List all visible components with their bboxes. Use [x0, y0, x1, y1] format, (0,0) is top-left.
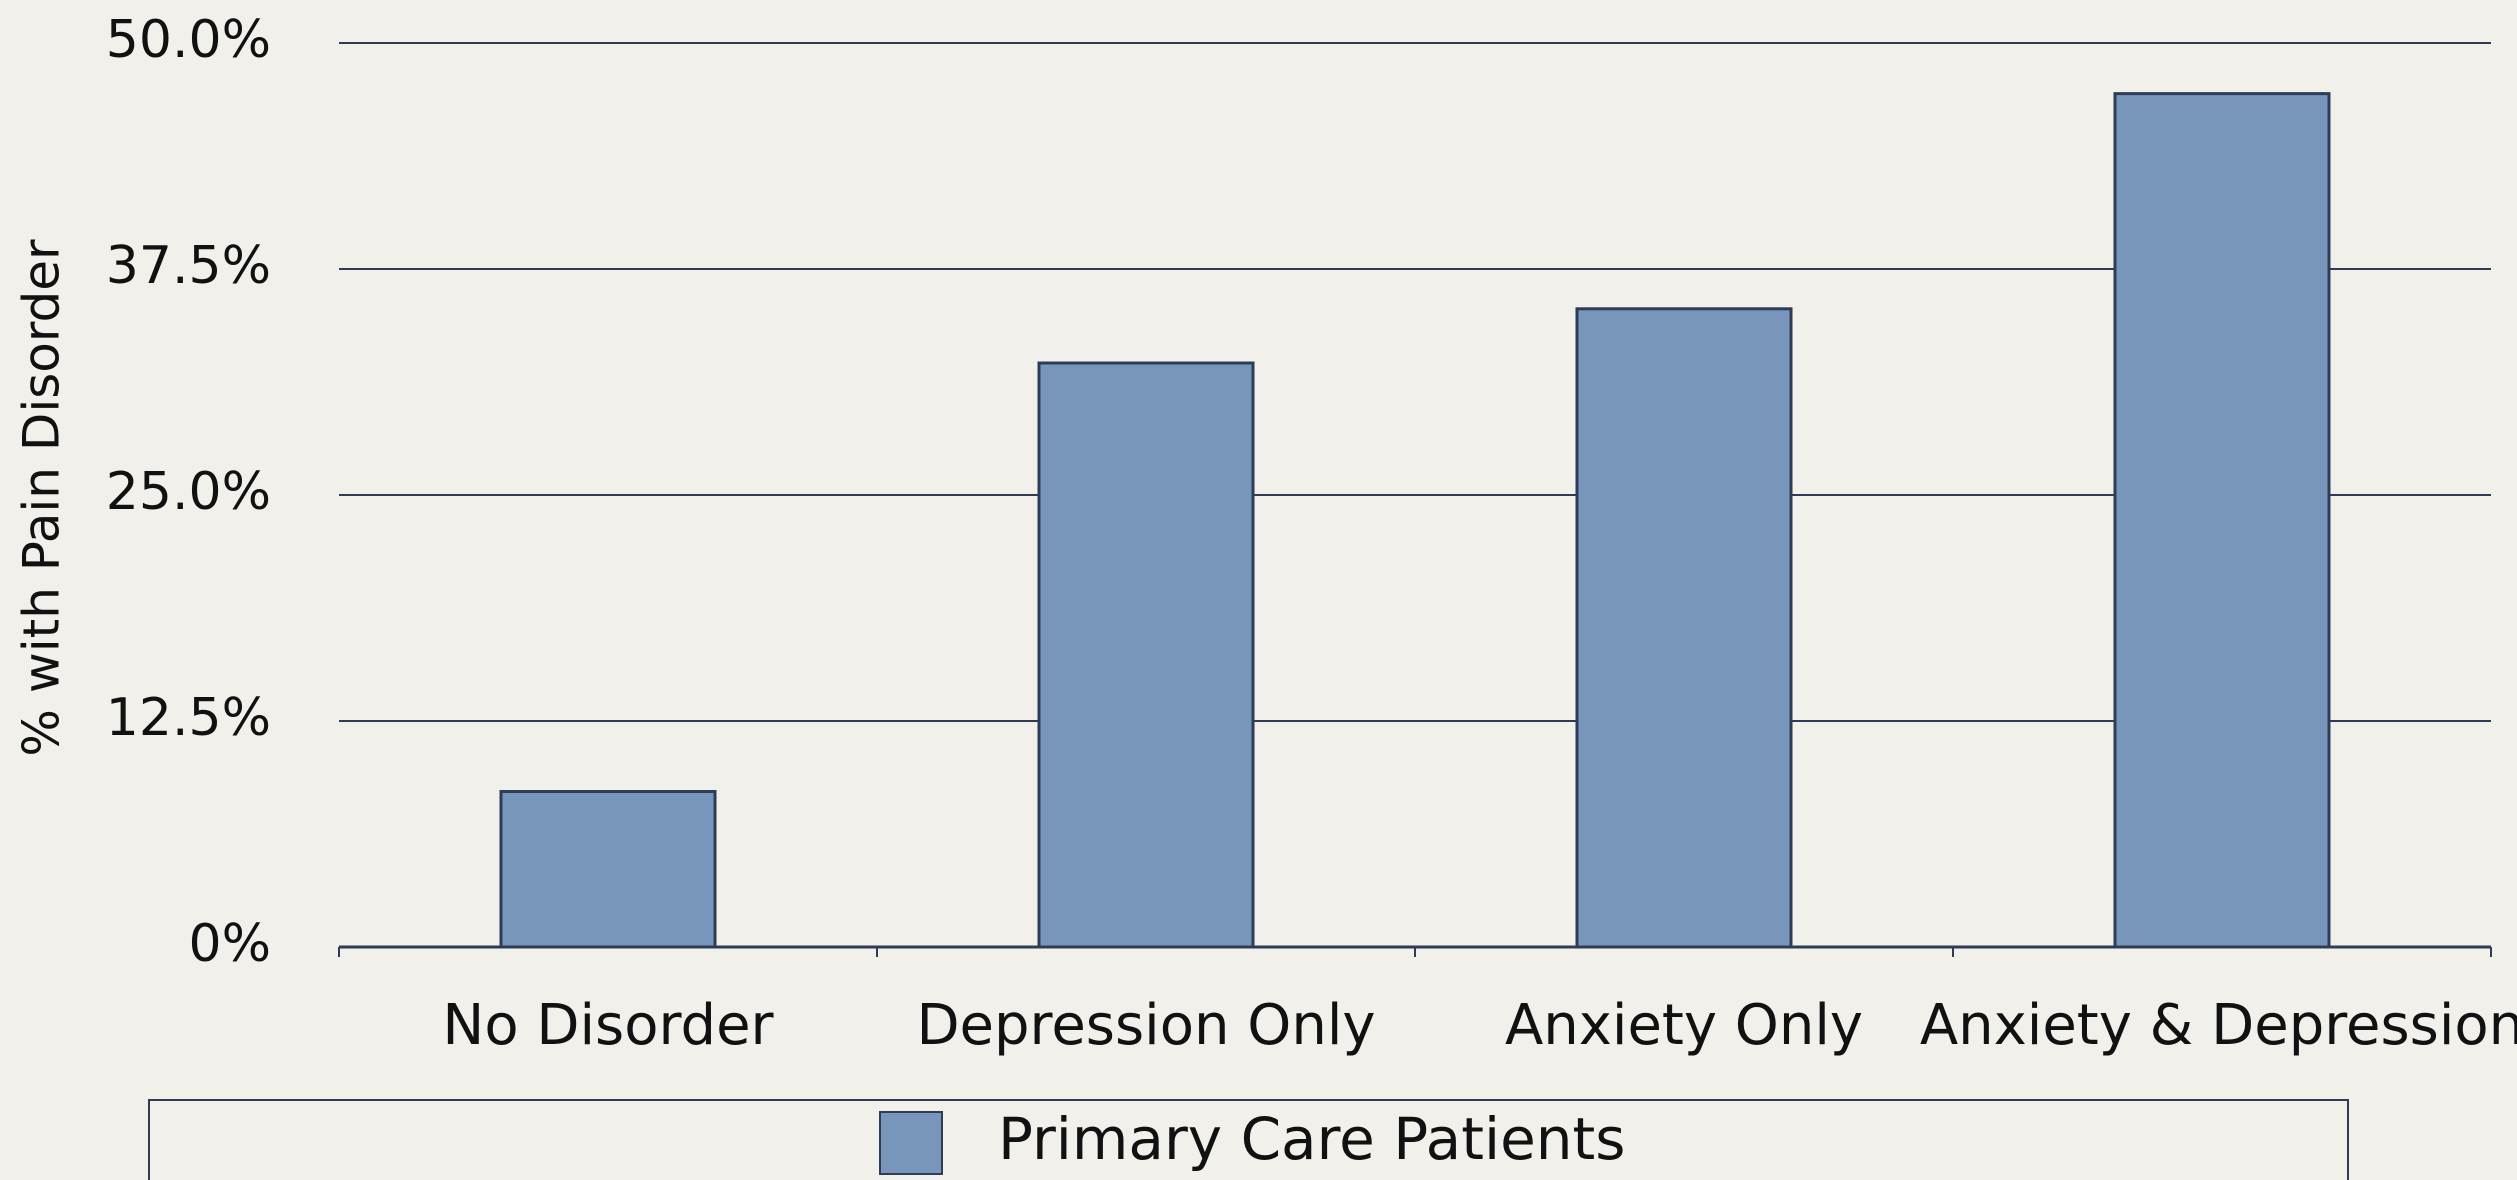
x-tick-label: Depression Only [916, 993, 1375, 1058]
legend-label: Primary Care Patients [998, 1105, 1625, 1173]
y-tick-label: 25.0% [106, 462, 271, 522]
y-axis-label: % with Pain Disorder [13, 239, 71, 757]
bar [1037, 361, 1255, 949]
y-tick-label: 50.0% [106, 10, 271, 70]
legend-swatch [879, 1111, 943, 1175]
x-tick-label: Anxiety Only [1505, 993, 1863, 1058]
bar [1575, 307, 1793, 949]
bar [499, 790, 717, 949]
y-tick-label: 37.5% [106, 236, 271, 296]
bar [2113, 92, 2331, 949]
y-tick-label: 12.5% [106, 688, 271, 748]
legend-box [148, 1099, 2349, 1180]
x-tick-label: No Disorder [442, 993, 774, 1058]
y-tick-label: 0% [189, 914, 272, 974]
x-tick-label: Anxiety & Depression [1920, 993, 2517, 1058]
